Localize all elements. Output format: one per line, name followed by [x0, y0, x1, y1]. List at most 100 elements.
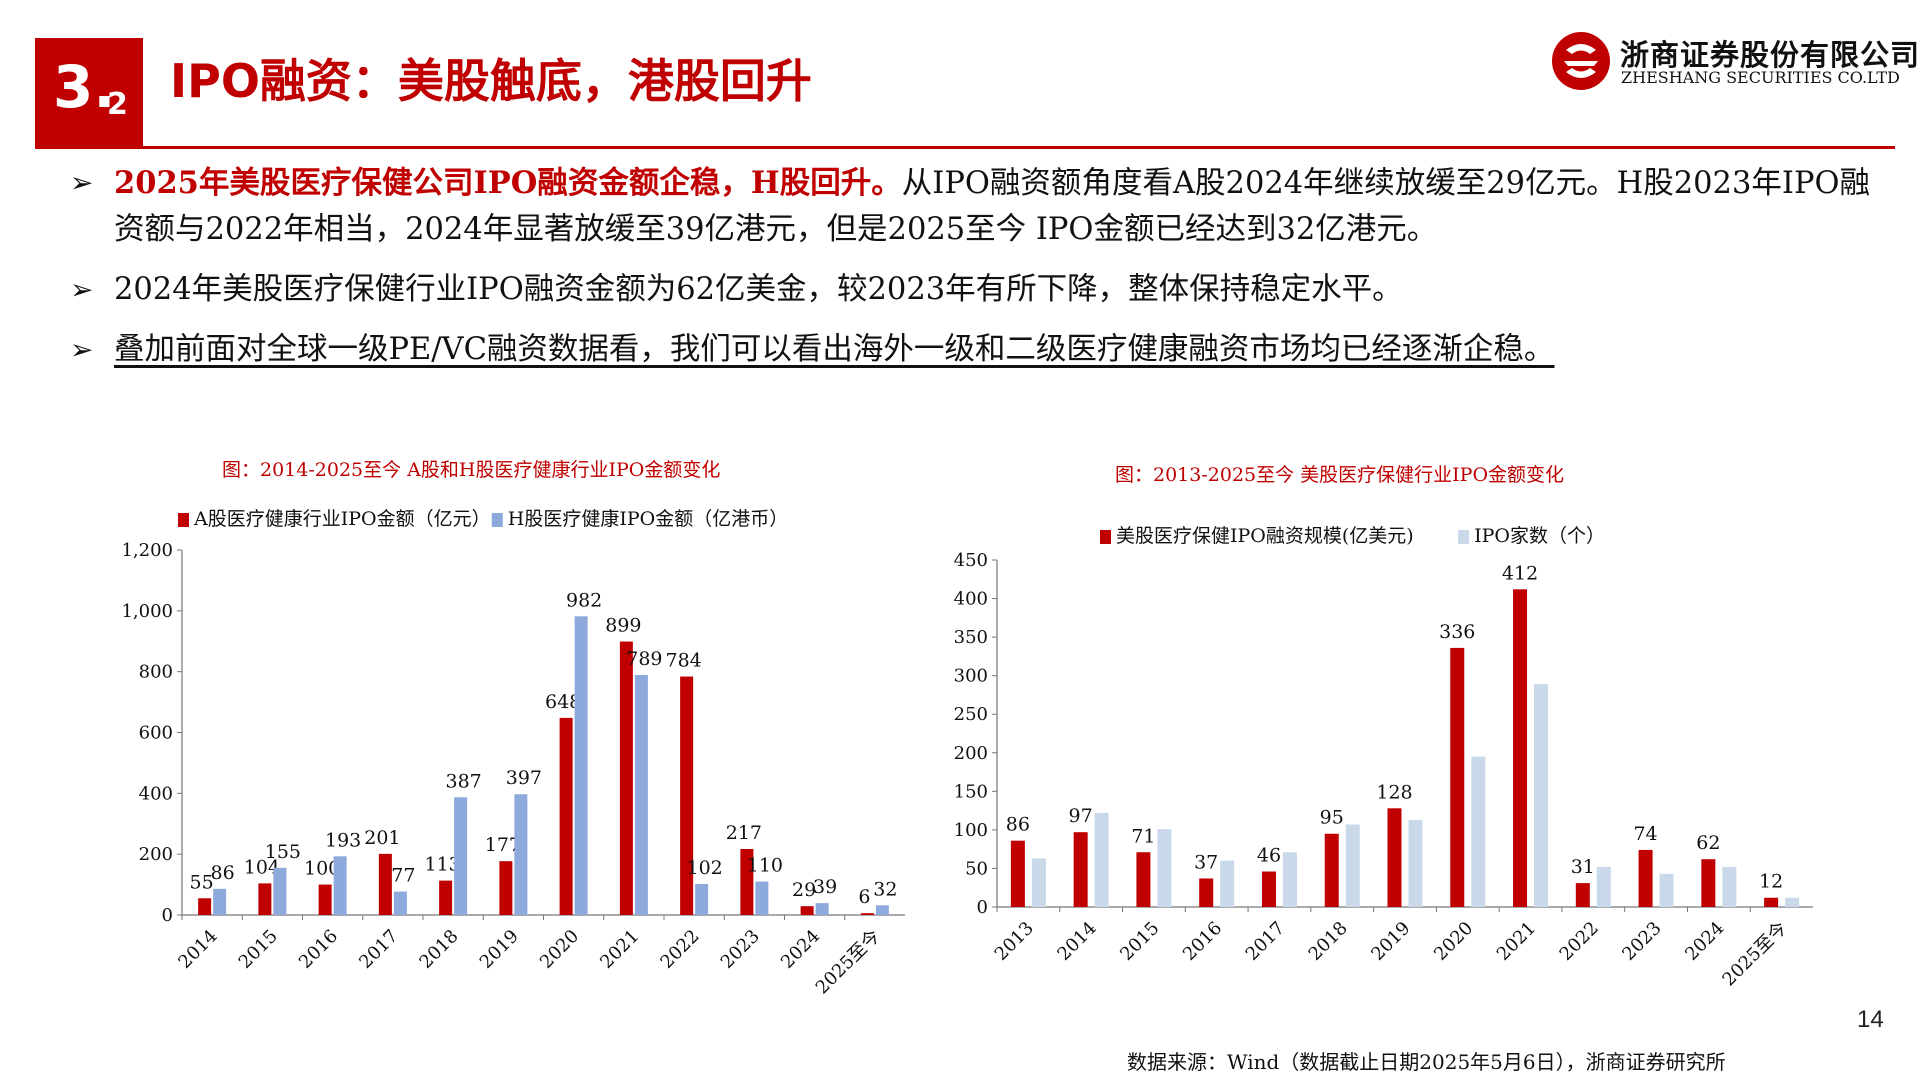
- legend-swatch-2: [1458, 530, 1470, 544]
- bar-series2-2025至今: [875, 905, 889, 915]
- data-source: 数据来源：Wind（数据截止日期2025年5月6日），浙商证券研究所: [1127, 1050, 1726, 1074]
- bar-series1-2019: [499, 861, 513, 915]
- data-label-series1: 6: [858, 886, 870, 908]
- y-tick-label: 400: [139, 783, 173, 804]
- data-label-series2: 39: [813, 876, 837, 898]
- data-label-series2: 86: [211, 862, 235, 884]
- data-label-series1: 97: [1069, 805, 1093, 827]
- x-tick-label: 2025至今: [812, 926, 885, 999]
- y-tick-label: 350: [954, 627, 988, 648]
- x-tick-label: 2014: [1053, 918, 1100, 965]
- bar-series2-2023: [755, 881, 769, 915]
- bar-series1-2016: [1199, 878, 1214, 907]
- x-tick-label: 2020: [1430, 918, 1477, 965]
- data-label-series1: 104: [244, 856, 280, 878]
- bullet-item: ➢ 2024年美股医疗保健行业IPO融资金额为62亿美金，较2023年有所下降，…: [70, 267, 1870, 313]
- data-label-series2: 397: [506, 767, 542, 789]
- bar-series2-2016: [333, 856, 347, 915]
- bar-series1-2023: [1638, 849, 1653, 907]
- bar-series2-2020: [1471, 756, 1486, 907]
- bar-series1-2020: [1450, 647, 1465, 907]
- x-tick-label: 2015: [235, 926, 282, 973]
- y-tick-label: 1,200: [121, 540, 173, 561]
- data-label-series1: 201: [364, 827, 400, 849]
- data-label-series1: 648: [545, 691, 581, 713]
- bar-series2-2022: [1596, 866, 1611, 907]
- bar-series1-2014: [1073, 832, 1088, 907]
- data-label-series2: 982: [566, 589, 602, 611]
- bar-series1-2023: [740, 848, 754, 915]
- data-label-series1: 336: [1439, 621, 1475, 643]
- y-tick-label: 0: [162, 905, 173, 926]
- legend-label-1: 美股医疗保健IPO融资规模(亿美元): [1116, 525, 1414, 547]
- bullet-text: 从IPO融资额角度看A股2024年继续放缓至29亿元。H股2023年IPO融资额…: [114, 166, 1870, 247]
- arrow-bullet-icon: ➢: [70, 166, 94, 199]
- bullet-item: ➢ 2025年美股医疗保健公司IPO融资金额企稳，H股回升。从IPO融资额角度看…: [70, 160, 1870, 253]
- y-tick-label: 400: [954, 589, 988, 610]
- data-label-series1: 100: [304, 858, 340, 880]
- y-tick-label: 200: [139, 844, 173, 865]
- bar-series1-2024: [1701, 859, 1716, 907]
- x-tick-label: 2018: [1305, 918, 1352, 965]
- x-tick-label: 2022: [656, 926, 703, 973]
- data-label-series1: 217: [726, 822, 762, 844]
- bar-series2-2014: [1094, 812, 1109, 907]
- bullet-item: ➢ 叠加前面对全球一级PE/VC融资数据看，我们可以看出海外一级和二级医疗健康融…: [70, 327, 1870, 373]
- bar-series1-2020: [559, 717, 573, 915]
- bar-series1-2016: [318, 884, 332, 915]
- bullet-highlight: 2025年美股医疗保健公司IPO融资金额企稳，H股回升。: [114, 165, 902, 201]
- zheshang-logo-icon: [1552, 32, 1610, 90]
- bar-series2-2021: [634, 675, 648, 915]
- data-label-series1: 113: [424, 854, 460, 876]
- data-label-series2: 77: [391, 865, 415, 887]
- bar-series1-2015: [1136, 852, 1151, 907]
- bar-series1-2018: [439, 880, 453, 915]
- bar-series1-2025至今: [1764, 897, 1779, 907]
- x-tick-label: 2025至今: [1718, 918, 1791, 991]
- bar-series1-2022: [680, 676, 694, 915]
- data-label-series1: 71: [1131, 825, 1155, 847]
- x-tick-label: 2017: [1242, 918, 1289, 965]
- data-label-series1: 12: [1759, 871, 1783, 893]
- bar-series2-2021: [1534, 684, 1549, 907]
- y-tick-label: 450: [954, 550, 988, 571]
- arrow-bullet-icon: ➢: [70, 273, 94, 306]
- bar-series2-2017: [1282, 852, 1297, 907]
- x-tick-label: 2018: [415, 926, 462, 973]
- x-tick-label: 2020: [536, 926, 583, 973]
- bar-series1-2013: [1010, 840, 1025, 907]
- y-tick-label: 300: [954, 666, 988, 687]
- x-tick-label: 2016: [1179, 918, 1226, 965]
- data-label-series2: 789: [626, 648, 662, 670]
- bar-series1-2025至今: [860, 913, 874, 915]
- y-tick-label: 200: [954, 743, 988, 764]
- bar-series2-2024: [1722, 866, 1737, 907]
- bar-series2-2025至今: [1785, 897, 1800, 907]
- y-tick-label: 250: [954, 704, 988, 725]
- bar-series2-2019: [1408, 819, 1423, 907]
- bar-series1-2015: [258, 883, 272, 915]
- data-label-series2: 155: [265, 841, 301, 863]
- bar-series2-2013: [1031, 858, 1046, 907]
- page-number: 14: [1857, 1006, 1884, 1033]
- bar-series1-2024: [800, 906, 814, 915]
- data-label-series1: 46: [1257, 845, 1281, 867]
- bar-series1-2021: [619, 641, 633, 915]
- x-tick-label: 2024: [777, 926, 824, 973]
- data-label-series2: 102: [686, 857, 722, 879]
- header-divider: [35, 146, 1895, 149]
- bar-series1-2014: [198, 898, 212, 915]
- data-label-series1: 62: [1696, 832, 1720, 854]
- x-tick-label: 2021: [596, 926, 643, 973]
- data-label-series1: 177: [485, 834, 521, 856]
- data-label-series2: 193: [325, 829, 361, 851]
- x-tick-label: 2024: [1681, 918, 1728, 965]
- legend-label-2: H股医疗健康IPO金额（亿港币）: [508, 508, 788, 530]
- bar-series2-2023: [1659, 873, 1674, 907]
- bullet-text: 2024年美股医疗保健行业IPO融资金额为62亿美金，较2023年有所下降，整体…: [114, 272, 1403, 307]
- data-label-series1: 86: [1006, 814, 1030, 836]
- chart-us-ipo: 美股医疗保健IPO融资规模(亿美元) IPO家数（个） 0 50 100 150 200 25…: [954, 525, 1813, 991]
- y-tick-label: 600: [139, 723, 173, 744]
- bar-series2-2018: [454, 797, 468, 915]
- data-label-series1: 74: [1633, 823, 1657, 845]
